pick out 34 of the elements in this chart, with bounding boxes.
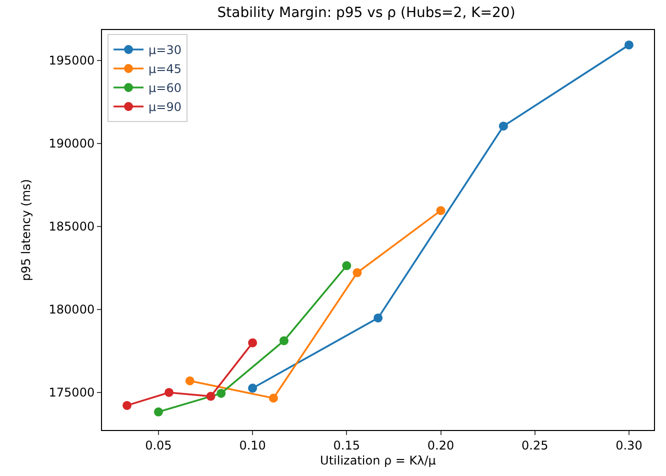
x-tick-label: 0.30 [616,438,642,452]
point [624,40,634,50]
point [185,376,194,386]
point [352,268,362,278]
point [216,388,226,398]
point [374,313,383,322]
x-tick-label: 0.05 [145,438,172,452]
x-tick-label: 0.25 [522,438,548,452]
point [279,336,288,346]
point [206,392,216,401]
y-tick-label: 190000 [48,136,95,151]
legend-label: μ=90 [148,100,182,114]
point [342,261,352,270]
legend-label: μ=60 [148,81,182,96]
x-axis-title: Utilization ρ = Kλ/μ [320,453,436,468]
y-tick-label: 175000 [48,386,95,400]
point [436,206,446,216]
point [154,407,163,416]
point [164,388,174,397]
point [268,394,278,403]
legend-label: μ=45 [148,62,182,76]
x-tick-label: 0.15 [333,438,360,452]
y-tick-label: 180000 [48,302,95,317]
point [498,122,508,131]
y-tick-label: 185000 [48,220,95,234]
point [122,400,132,410]
x-tick-label: 0.10 [239,438,266,452]
chart-title: Stability Margin: p95 vs ρ (Hubs=2, K=20) [217,4,516,21]
y-tick-label: 195000 [48,54,95,68]
y-axis-title: p95 latency (ms) [19,179,34,281]
legend-label: μ=30 [148,43,182,58]
point [248,338,258,348]
x-tick-label: 0.20 [427,438,454,452]
point [248,384,258,393]
